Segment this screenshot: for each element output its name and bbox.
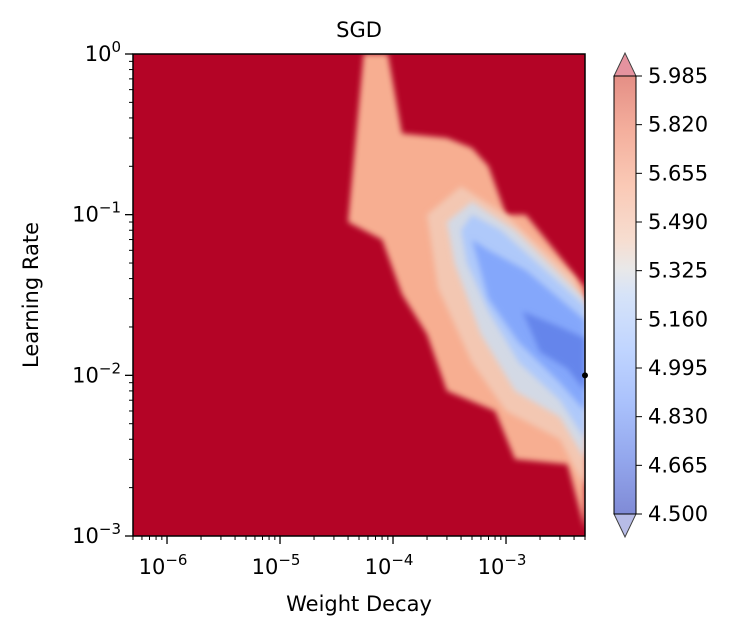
colorbar-tick-label: 5.325 [648,259,708,283]
x-tick-label: 10−4 [365,551,414,579]
chart-markers [582,372,588,379]
heatmap-region-deep-blue [522,311,585,391]
colorbar-ticks: 4.500 4.665 4.830 4.995 5.160 5.325 5.490 5.655… [636,64,708,526]
optimum-marker [582,372,588,379]
colorbar-tick-label: 5.820 [648,113,708,137]
x-tick-label: 10−6 [139,551,188,579]
colorbar: 4.500 4.665 4.830 4.995 5.160 5.325 5.490 5.655… [613,51,708,539]
heatmap-region-blue-valley [472,239,585,411]
colorbar-extend-top [613,51,637,77]
colorbar-tick-label: 5.160 [648,307,708,331]
y-tick-label: 10−2 [72,359,121,387]
chart-title: SGD [336,18,382,42]
x-axis: 10−6 10−5 10−4 10−3 [132,536,586,579]
colorbar-tick-label: 5.985 [648,64,708,88]
colorbar-tick-label: 4.995 [648,356,708,380]
y-axis: 100 10−1 10−2 10−3 [72,38,133,548]
x-axis-label: Weight Decay [286,592,432,616]
colorbar-tick-label: 4.665 [648,453,708,477]
y-tick-label: 10−1 [72,199,121,227]
heatmap-regions [348,54,585,530]
colorbar-gradient [614,76,636,514]
colorbar-frame [613,75,637,515]
colorbar-tick-label: 4.830 [648,405,708,429]
colorbar-extend-bottom [613,513,637,539]
colorbar-tick-label: 5.490 [648,210,708,234]
colorbar-tick-label: 4.500 [648,502,708,526]
x-tick-label: 10−3 [478,551,527,579]
y-axis-label: Learning Rate [19,222,43,368]
x-tick-label: 10−5 [252,551,301,579]
y-tick-label: 100 [85,38,121,66]
y-tick-label: 10−3 [72,520,121,548]
colorbar-tick-label: 5.655 [648,161,708,185]
plot-area [133,54,585,536]
